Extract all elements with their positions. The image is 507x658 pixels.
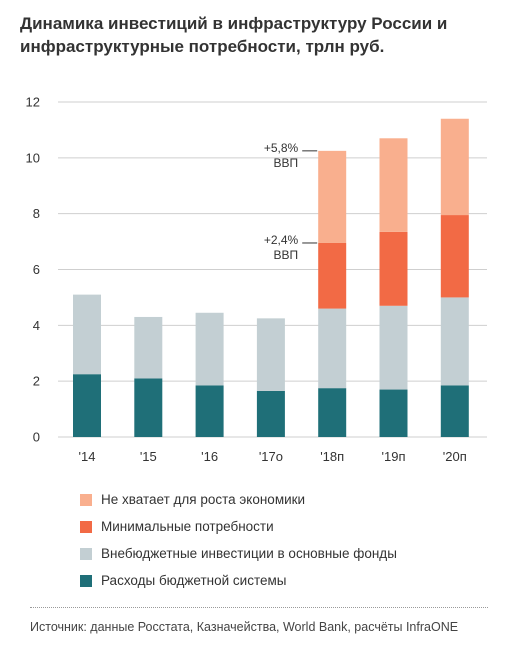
source-note: Источник: данные Росстата, Казначейства,… (30, 620, 459, 634)
x-tick-label: '16 (201, 449, 218, 464)
annotations: +5,8%ВВП+2,4%ВВП (264, 141, 318, 262)
y-axis-ticks: 0 2 4 6 8 10 12 (26, 95, 40, 445)
y-tick-label: 12 (26, 95, 40, 110)
bar-segment (440, 215, 469, 298)
legend: Не хватает для роста экономики Минимальны… (80, 486, 500, 594)
bar-segment (256, 390, 285, 437)
x-tick-label: '20п (443, 449, 467, 464)
bar-segment (379, 138, 408, 232)
bars (73, 118, 469, 437)
legend-swatch (80, 574, 92, 587)
y-tick-label: 10 (26, 150, 40, 165)
y-tick-label: 4 (33, 318, 40, 333)
gridlines (58, 101, 487, 438)
bar-segment (440, 297, 469, 386)
legend-label: Минимальные потребности (101, 519, 274, 534)
annotation-unit: ВВП (274, 248, 299, 262)
legend-label: Расходы бюджетной системы (101, 573, 287, 588)
bar-segment (379, 231, 408, 306)
bar-segment (318, 150, 347, 243)
bar-segment (379, 389, 408, 437)
legend-swatch (80, 547, 92, 560)
bar-segment (318, 388, 347, 437)
annotation-value: +2,4% (264, 233, 299, 247)
legend-item: Расходы бюджетной системы (80, 567, 500, 594)
x-tick-label: '17о (259, 449, 283, 464)
bar-segment (73, 374, 101, 437)
legend-swatch (80, 520, 92, 533)
x-tick-label: '18п (320, 449, 344, 464)
bar-segment (256, 318, 285, 391)
x-axis-ticks: '14 '15 '16 '17о '18п '19п '20п (79, 449, 467, 464)
bar-segment (195, 385, 224, 437)
x-tick-label: '15 (140, 449, 157, 464)
y-tick-label: 0 (33, 430, 40, 445)
legend-label: Внебюджетные инвестиции в основные фонды (101, 546, 397, 561)
bar-segment (73, 294, 101, 375)
y-tick-label: 6 (33, 262, 40, 277)
annotation-value: +5,8% (264, 141, 299, 155)
bar-segment (440, 385, 469, 437)
bar-segment (379, 305, 408, 390)
divider (30, 607, 488, 608)
bar-segment (195, 312, 224, 386)
legend-item: Внебюджетные инвестиции в основные фонды (80, 540, 500, 567)
legend-item: Не хватает для роста экономики (80, 486, 500, 513)
bar-segment (134, 316, 163, 379)
legend-label: Не хватает для роста экономики (101, 492, 306, 507)
bar-segment (440, 118, 469, 216)
bar-segment (134, 378, 163, 437)
bar-segment (318, 308, 347, 389)
bar-segment (318, 242, 347, 309)
annotation-unit: ВВП (274, 156, 299, 170)
y-tick-label: 8 (33, 206, 40, 221)
y-tick-label: 2 (33, 374, 40, 389)
x-tick-label: '14 (79, 449, 96, 464)
chart-title: Динамика инвестиций в инфраструктуру Рос… (20, 14, 448, 56)
legend-swatch (80, 493, 92, 506)
legend-item: Минимальные потребности (80, 513, 500, 540)
stacked-bar-chart: 0 2 4 6 8 10 12 '14 '15 '16 '17о '18п '19п '20п +5,8… (26, 95, 487, 464)
x-tick-label: '19п (382, 449, 406, 464)
